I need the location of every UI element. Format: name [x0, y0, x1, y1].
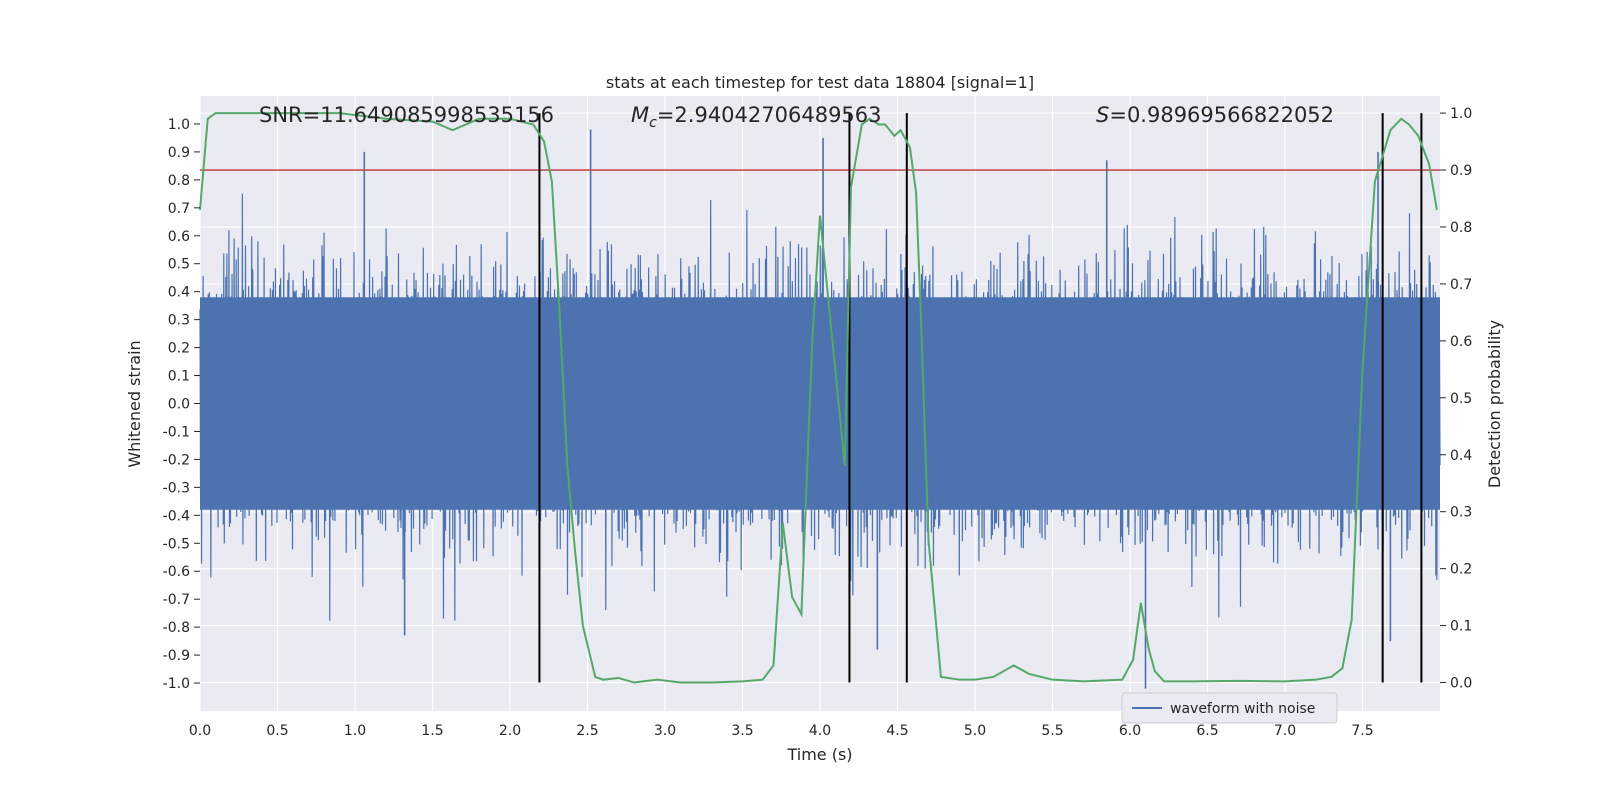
x-tick-label: 7.5: [1351, 723, 1373, 739]
y-right-tick-label: 0.7: [1450, 277, 1472, 293]
y-right-tick-label: 0.1: [1450, 619, 1472, 635]
y-left-tick-label: -0.9: [163, 648, 190, 664]
y-left-tick-label: 0.1: [168, 369, 190, 385]
x-tick-label: 5.0: [964, 723, 986, 739]
y-left-tick-label: 1.0: [168, 117, 190, 133]
x-tick-label: 4.0: [809, 723, 831, 739]
detection-probability-line: [199, 112, 1438, 684]
x-tick-label: 2.0: [499, 723, 521, 739]
y-left-tick-label: 0.6: [168, 229, 190, 245]
y-left-tick-label: -0.1: [163, 424, 190, 440]
y-right-tick-label: 0.9: [1450, 163, 1472, 179]
y-left-tick-label: 0.7: [168, 201, 190, 217]
x-tick-label: 0.5: [266, 723, 288, 739]
y-left-tick-label: 0.0: [168, 397, 190, 413]
plot-area: [199, 112, 1441, 689]
y-axis-right-label: Detection probability: [1485, 320, 1504, 488]
y-left-tick-label: -1.0: [163, 676, 190, 692]
x-ticks: 0.0 0.5 1.0 1.5 2.0 2.5 3.0 3.5 4.0 4.5 5.0 5.5 6.0 6…: [189, 723, 1374, 739]
y-left-tick-label: -0.8: [163, 620, 190, 636]
x-tick-label: 1.5: [421, 723, 443, 739]
x-tick-label: 6.0: [1119, 723, 1141, 739]
y-left-tick-label: -0.2: [163, 452, 190, 468]
x-tick-label: 6.5: [1196, 723, 1218, 739]
annotation-0: SNR=11.649085998535156: [259, 103, 554, 127]
y-right-tick-label: 0.6: [1450, 334, 1472, 350]
legend-entry-waveform: waveform with noise: [1170, 701, 1315, 717]
y-left-tick-label: -0.3: [163, 480, 190, 496]
y-right-tick-label: 0.3: [1450, 505, 1472, 521]
y-right-tick-label: 1.0: [1450, 106, 1472, 122]
x-tick-label: 2.5: [576, 723, 598, 739]
chart-title: stats at each timestep for test data 188…: [606, 73, 1034, 92]
y-left-tick-label: 0.3: [168, 313, 190, 329]
x-tick-label: 1.0: [344, 723, 366, 739]
y-left-tick-label: 0.8: [168, 173, 190, 189]
x-tick-label: 3.5: [731, 723, 753, 739]
y-right-tick-label: 0.4: [1450, 448, 1472, 464]
y-left-tick-label: -0.7: [163, 592, 190, 608]
y-left-tick-label: -0.6: [163, 564, 190, 580]
y-left-tick-label: 0.5: [168, 257, 190, 273]
x-tick-label: 5.5: [1041, 723, 1063, 739]
annotation-1: Mc=2.94042706489563: [631, 103, 882, 131]
x-tick-label: 7.0: [1274, 723, 1296, 739]
annotations: SNR=11.649085998535156 Mc=2.9404270648956…: [259, 103, 1334, 131]
y-left-tick-label: 0.2: [168, 341, 190, 357]
x-tick-label: 3.0: [654, 723, 676, 739]
y-left-tick-label: 0.4: [168, 285, 190, 301]
x-axis-label: Time (s): [786, 745, 852, 764]
y-left-tick-label: -0.4: [163, 508, 190, 524]
y-axis-left-label: Whitened strain: [125, 340, 144, 467]
y-right-tick-label: 0.8: [1450, 220, 1472, 236]
legend-box: [1121, 692, 1338, 724]
y-ticks-left: 1.0 0.9 0.8 0.7 0.6 0.5 0.4 0.3 0.2 0.1 0.0 -0.1 -0.…: [163, 117, 200, 692]
annotation-2: S=0.98969566822052: [1096, 103, 1334, 127]
x-tick-label: 0.0: [189, 723, 211, 739]
legend: waveform with noise: [1121, 692, 1338, 724]
y-right-tick-label: 0.0: [1450, 676, 1472, 692]
y-right-tick-label: 0.5: [1450, 391, 1472, 407]
x-tick-label: 4.5: [886, 723, 908, 739]
y-left-tick-label: 0.9: [168, 145, 190, 161]
y-left-tick-label: -0.5: [163, 536, 190, 552]
y-ticks-right: 1.0 0.9 0.8 0.7 0.6 0.5 0.4 0.3 0.2 0.1 0.0: [1440, 106, 1472, 692]
y-right-tick-label: 0.2: [1450, 562, 1472, 578]
waveform-with-noise-line: [199, 193, 1441, 621]
